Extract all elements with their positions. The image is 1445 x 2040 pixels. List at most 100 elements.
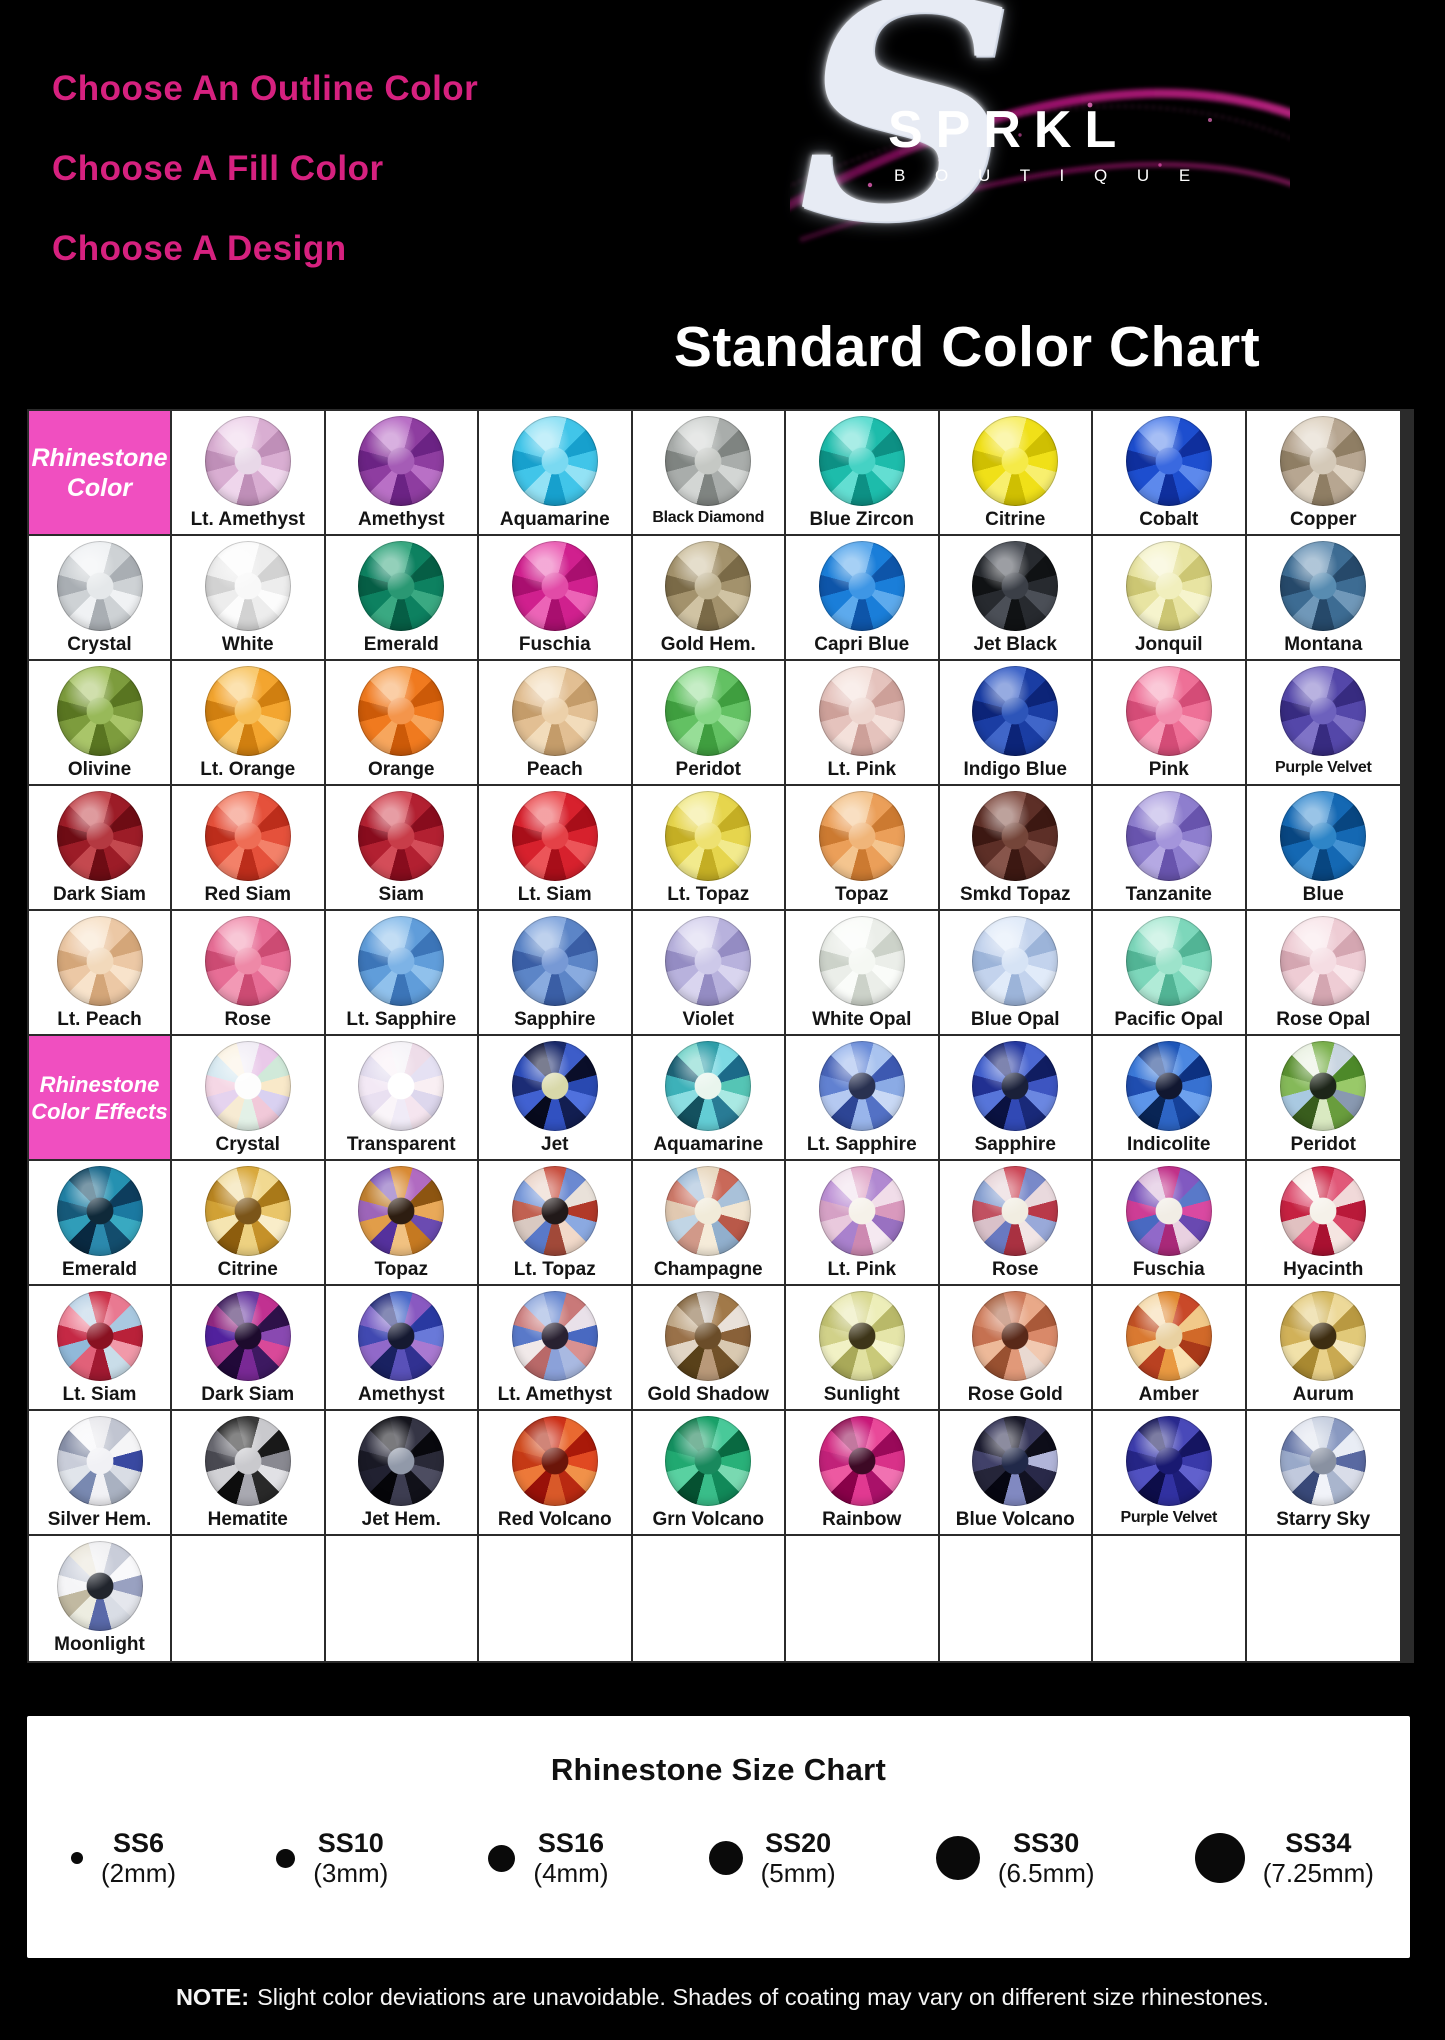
choose-fill-line: Choose A Fill Color [52, 149, 384, 188]
gem-label: Blue Volcano [955, 1509, 1075, 1530]
color-cell: Lt. Orange [172, 661, 326, 786]
gem-label: Amber [1138, 1384, 1199, 1405]
color-cell: Jet Black [939, 536, 1093, 661]
gem-swatch [358, 1291, 445, 1381]
gem-label: Jet Black [973, 634, 1057, 655]
color-cell: Black Diamond [632, 411, 786, 536]
gem-label: Pacific Opal [1114, 1009, 1224, 1030]
color-cell: Citrine [172, 1161, 326, 1286]
gem-label: Pink [1148, 759, 1189, 780]
gem-swatch [1125, 1291, 1212, 1381]
size-dot [71, 1852, 83, 1865]
gem-swatch [1280, 541, 1367, 631]
note-text: Slight color deviations are unavoidable.… [257, 1984, 1270, 2010]
color-cell: Lt. Siam [479, 786, 633, 911]
color-cell: Purple Velvet [1093, 1411, 1247, 1536]
color-cell: Siam [325, 786, 479, 911]
gem-label: Lt. Pink [827, 1259, 897, 1280]
gem-swatch [511, 1291, 598, 1381]
size-label: SS30 (6.5mm) [998, 1828, 1095, 1889]
gem-label: Copper [1290, 509, 1357, 530]
gem-swatch [972, 666, 1059, 756]
table-section-header: Rhinestone Color Effects [29, 1036, 172, 1161]
gem-label: Dark Siam [201, 1384, 295, 1405]
gem-label: Lt. Sapphire [346, 1009, 457, 1030]
gem-label: Hematite [207, 1509, 288, 1530]
size-item: SS16 (4mm) [488, 1828, 609, 1889]
color-cell: Lt. Topaz [632, 786, 786, 911]
gem-label: Lt. Amethyst [497, 1384, 612, 1405]
gem-label: Silver Hem. [47, 1509, 152, 1530]
gem-label: Purple Velvet [1274, 759, 1372, 776]
color-cell: Lt. Amethyst [172, 411, 326, 536]
size-item: SS6 (2mm) [71, 1828, 176, 1889]
gem-swatch [665, 1416, 752, 1506]
color-cell: Silver Hem. [29, 1411, 172, 1536]
gem-swatch [56, 916, 143, 1006]
color-cell: Aurum [1246, 1286, 1400, 1411]
gem-label: Lt. Siam [517, 884, 592, 905]
color-cell: Rose Opal [1246, 911, 1400, 1036]
gem-swatch [972, 1416, 1059, 1506]
color-cell: Rose [172, 911, 326, 1036]
color-cell: Gold Shadow [632, 1286, 786, 1411]
color-cell: Blue Zircon [786, 411, 940, 536]
gem-label: Topaz [835, 884, 889, 905]
color-cell: Orange [325, 661, 479, 786]
section-header-line: Rhinestone [31, 443, 168, 472]
color-cell: Transparent [325, 1036, 479, 1161]
gem-swatch [204, 416, 291, 506]
gem-swatch [1280, 1166, 1367, 1256]
color-cell: Lt. Peach [29, 911, 172, 1036]
gem-swatch [1280, 916, 1367, 1006]
gem-swatch [56, 1541, 143, 1631]
gem-swatch [818, 416, 905, 506]
gem-swatch [204, 916, 291, 1006]
gem-label: Olivine [67, 759, 132, 780]
gem-swatch [665, 1041, 752, 1131]
gem-swatch [1280, 1291, 1367, 1381]
size-chart: Rhinestone Size Chart SS6 (2mm) SS10 (3mm) S… [27, 1716, 1410, 1958]
size-name: SS30 [1013, 1828, 1080, 1858]
gem-swatch [665, 541, 752, 631]
gem-swatch [665, 666, 752, 756]
gem-label: Peridot [1290, 1134, 1356, 1155]
color-cell: Rainbow [786, 1411, 940, 1536]
gem-swatch [56, 1291, 143, 1381]
color-cell: Crystal [29, 536, 172, 661]
size-mm: (4mm) [533, 1858, 609, 1889]
color-cell: Lt. Sapphire [325, 911, 479, 1036]
color-cell: Lt. Amethyst [479, 1286, 633, 1411]
choose-outline-line: Choose An Outline Color [52, 69, 479, 108]
gem-swatch [818, 666, 905, 756]
color-cell: Lt. Siam [29, 1286, 172, 1411]
color-cell: Jet [479, 1036, 633, 1161]
section-header-line: Color Effects [31, 1098, 168, 1124]
color-cell: Emerald [325, 536, 479, 661]
gem-label: Aurum [1292, 1384, 1354, 1405]
gem-label: Montana [1284, 634, 1363, 655]
gem-swatch [1280, 791, 1367, 881]
color-cell: Rose Gold [939, 1286, 1093, 1411]
gem-swatch [1280, 666, 1367, 756]
size-dot [708, 1841, 743, 1876]
gem-swatch [358, 1416, 445, 1506]
color-cell: Indigo Blue [939, 661, 1093, 786]
gem-label: Lt. Amethyst [190, 509, 305, 530]
size-mm: (2mm) [101, 1858, 177, 1889]
gem-label: Peridot [675, 759, 741, 780]
color-cell: Indicolite [1093, 1036, 1247, 1161]
color-cell: Peach [479, 661, 633, 786]
gem-swatch [818, 791, 905, 881]
gem-label: Citrine [985, 509, 1046, 530]
gem-label: Peach [526, 759, 583, 780]
gem-label: Transparent [346, 1134, 456, 1155]
gem-swatch [972, 1291, 1059, 1381]
color-cell: Starry Sky [1246, 1411, 1400, 1536]
gem-label: Jet Hem. [361, 1509, 441, 1530]
gem-label: Smkd Topaz [960, 884, 1071, 905]
gem-label: Purple Velvet [1120, 1509, 1218, 1526]
gem-swatch [665, 916, 752, 1006]
gem-label: Rose Opal [1276, 1009, 1371, 1030]
gem-swatch [1280, 1416, 1367, 1506]
